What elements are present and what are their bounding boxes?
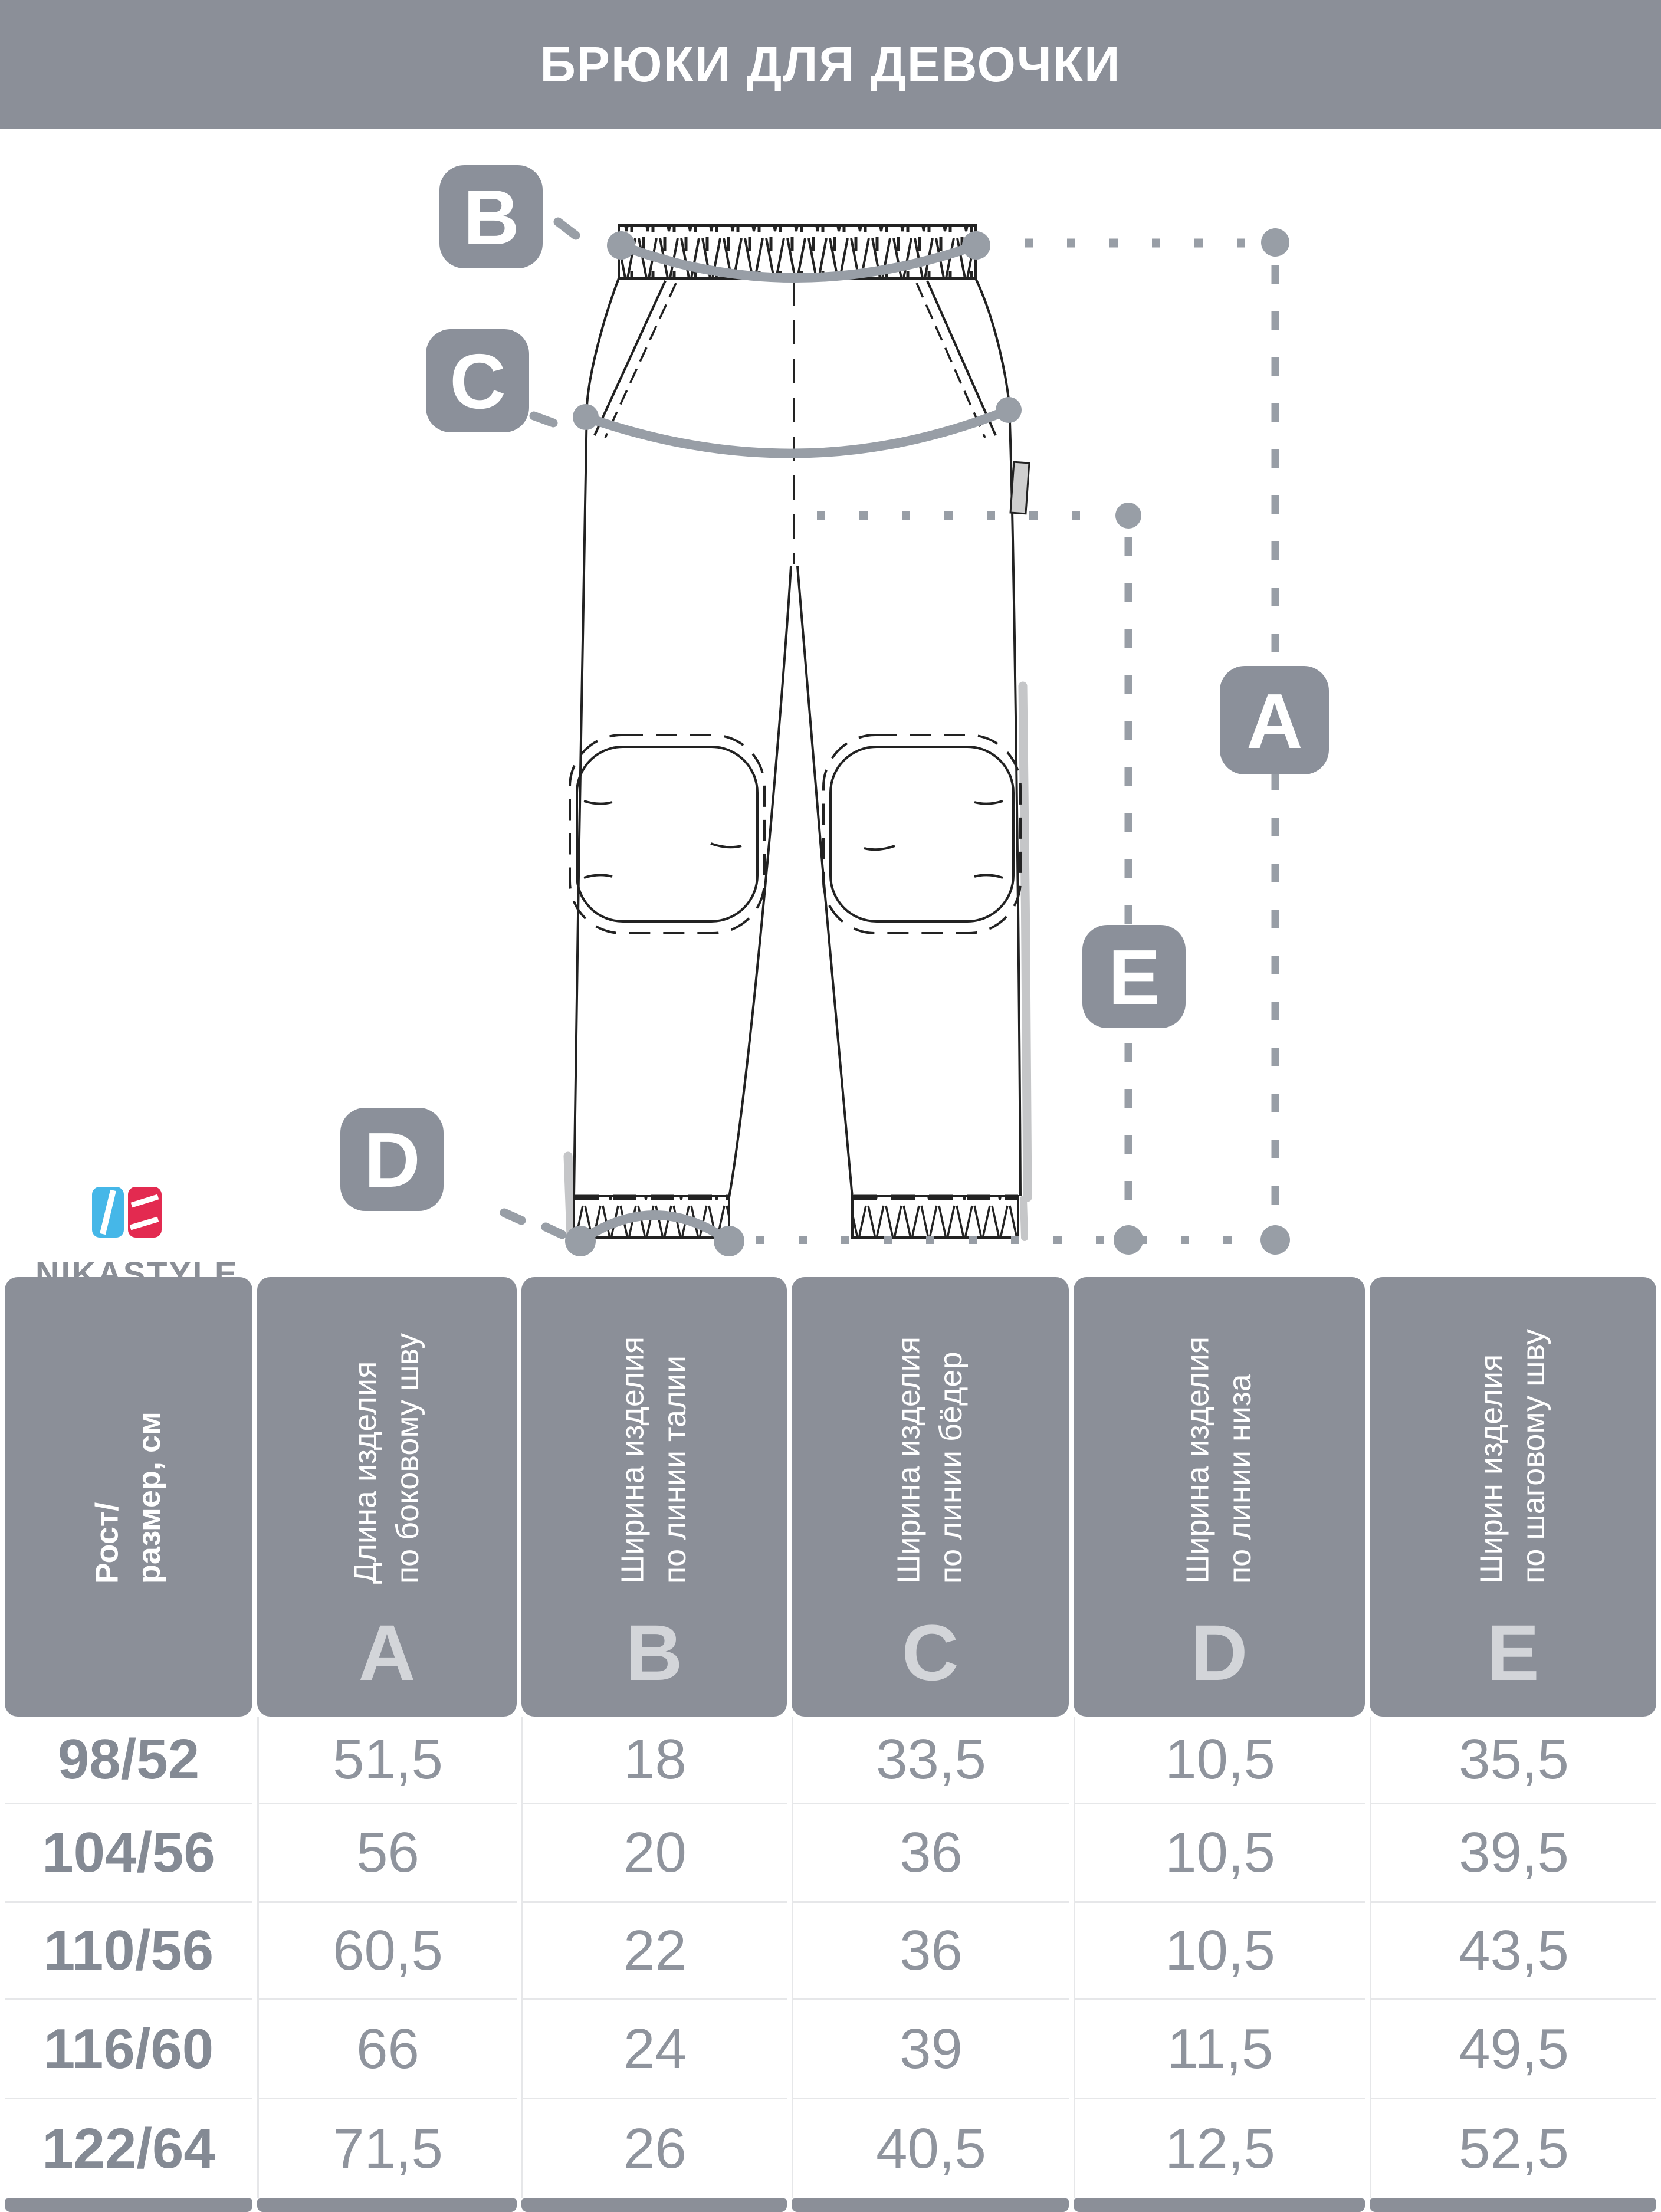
table-cell: 10,5 bbox=[1074, 1717, 1365, 1804]
table-footer-cap bbox=[5, 2198, 252, 2212]
table-cell: 12,5 bbox=[1074, 2099, 1365, 2198]
column-header-b: Ширина изделия по линии талии B bbox=[521, 1277, 787, 1717]
pants-technical-drawing: B C A E D bbox=[340, 165, 1329, 1256]
table-cell: 49,5 bbox=[1370, 2000, 1656, 2099]
badge-c-letter: C bbox=[449, 338, 505, 425]
badge-a-letter: A bbox=[1246, 678, 1302, 764]
table-cell: 10,5 bbox=[1074, 1903, 1365, 2000]
table-cell: 24 bbox=[521, 2000, 787, 2099]
table-cell: 51,5 bbox=[257, 1717, 517, 1804]
column-header-c-letter: C bbox=[901, 1609, 959, 1697]
table-cell: 39 bbox=[792, 2000, 1069, 2099]
column-header-d-label: Ширина изделия по линии низа bbox=[1180, 1336, 1258, 1584]
column-header-a-letter: A bbox=[358, 1609, 416, 1697]
table-cell: 40,5 bbox=[792, 2099, 1069, 2198]
table-cell: 35,5 bbox=[1370, 1717, 1656, 1804]
column-header-e-label: Ширин изделия по шаговому шву bbox=[1473, 1329, 1551, 1584]
badge-d-letter: D bbox=[364, 1117, 420, 1203]
column-header-d-letter: D bbox=[1190, 1609, 1248, 1697]
table-cell: 26 bbox=[521, 2099, 787, 2198]
table-cell: 20 bbox=[521, 1804, 787, 1903]
table-footer-cap bbox=[521, 2198, 787, 2212]
table-cell: 39,5 bbox=[1370, 1804, 1656, 1903]
table-footer-cap bbox=[1074, 2198, 1365, 2212]
table-cell-size: 110/56 bbox=[5, 1903, 252, 2000]
table-cell: 52,5 bbox=[1370, 2099, 1656, 2198]
badge-b bbox=[439, 165, 543, 268]
title-bar: БРЮКИ ДЛЯ ДЕВОЧКИ bbox=[0, 0, 1661, 129]
column-header-b-letter: B bbox=[625, 1609, 683, 1697]
table-cell: 60,5 bbox=[257, 1903, 517, 2000]
column-header-b-label: Ширина изделия по линии талии bbox=[615, 1336, 692, 1584]
nikastyle-logo-mark bbox=[92, 1187, 162, 1238]
table-cell-size: 116/60 bbox=[5, 2000, 252, 2099]
column-header-e-letter: E bbox=[1486, 1609, 1539, 1697]
column-header-a: Длина изделия по боковому шву A bbox=[257, 1277, 517, 1717]
table-footer-cap bbox=[1370, 2198, 1656, 2212]
badge-e bbox=[1082, 925, 1186, 1028]
column-header-c-label: Ширина изделия по линии бёдер bbox=[891, 1336, 969, 1584]
badge-b-letter: B bbox=[463, 174, 519, 261]
table-cell: 56 bbox=[257, 1804, 517, 1903]
table-cell-size: 98/52 bbox=[5, 1717, 252, 1804]
table-footer-cap bbox=[792, 2198, 1069, 2212]
column-header-d: Ширина изделия по линии низа D bbox=[1074, 1277, 1365, 1717]
table-cell: 66 bbox=[257, 2000, 517, 2099]
badge-e-letter: E bbox=[1108, 934, 1160, 1020]
page-title: БРЮКИ ДЛЯ ДЕВОЧКИ bbox=[540, 36, 1121, 92]
column-header-a-label: Длина изделия по боковому шву bbox=[347, 1333, 425, 1584]
table-cell: 18 bbox=[521, 1717, 787, 1804]
table-cell: 71,5 bbox=[257, 2099, 517, 2198]
table-cell: 33,5 bbox=[792, 1717, 1069, 1804]
column-header-e: Ширин изделия по шаговому шву E bbox=[1370, 1277, 1656, 1717]
table-footer-cap bbox=[257, 2198, 517, 2212]
corner-header: Рост/ размер, см bbox=[5, 1277, 252, 1717]
pants-outline bbox=[569, 224, 1030, 1239]
size-table: Рост/ размер, см Длина изделия по боково… bbox=[0, 1277, 1661, 2212]
fabric-shadows bbox=[563, 681, 1032, 1241]
badge-d bbox=[340, 1108, 444, 1211]
table-cell-size: 104/56 bbox=[5, 1804, 252, 1903]
table-cell-size: 122/64 bbox=[5, 2099, 252, 2198]
column-header-c: Ширина изделия по линии бёдер C bbox=[792, 1277, 1069, 1717]
badge-a bbox=[1220, 666, 1329, 774]
table-cell: 10,5 bbox=[1074, 1804, 1365, 1903]
table-cell: 36 bbox=[792, 1804, 1069, 1903]
table-cell: 36 bbox=[792, 1903, 1069, 2000]
corner-header-label: Рост/ размер, см bbox=[89, 1411, 167, 1584]
table-cell: 43,5 bbox=[1370, 1903, 1656, 2000]
measure-lines bbox=[500, 217, 1290, 1256]
table-cell: 22 bbox=[521, 1903, 787, 2000]
badge-c bbox=[426, 329, 529, 432]
measure-badges: B C A E D bbox=[340, 165, 1329, 1211]
table-cell: 11,5 bbox=[1074, 2000, 1365, 2099]
